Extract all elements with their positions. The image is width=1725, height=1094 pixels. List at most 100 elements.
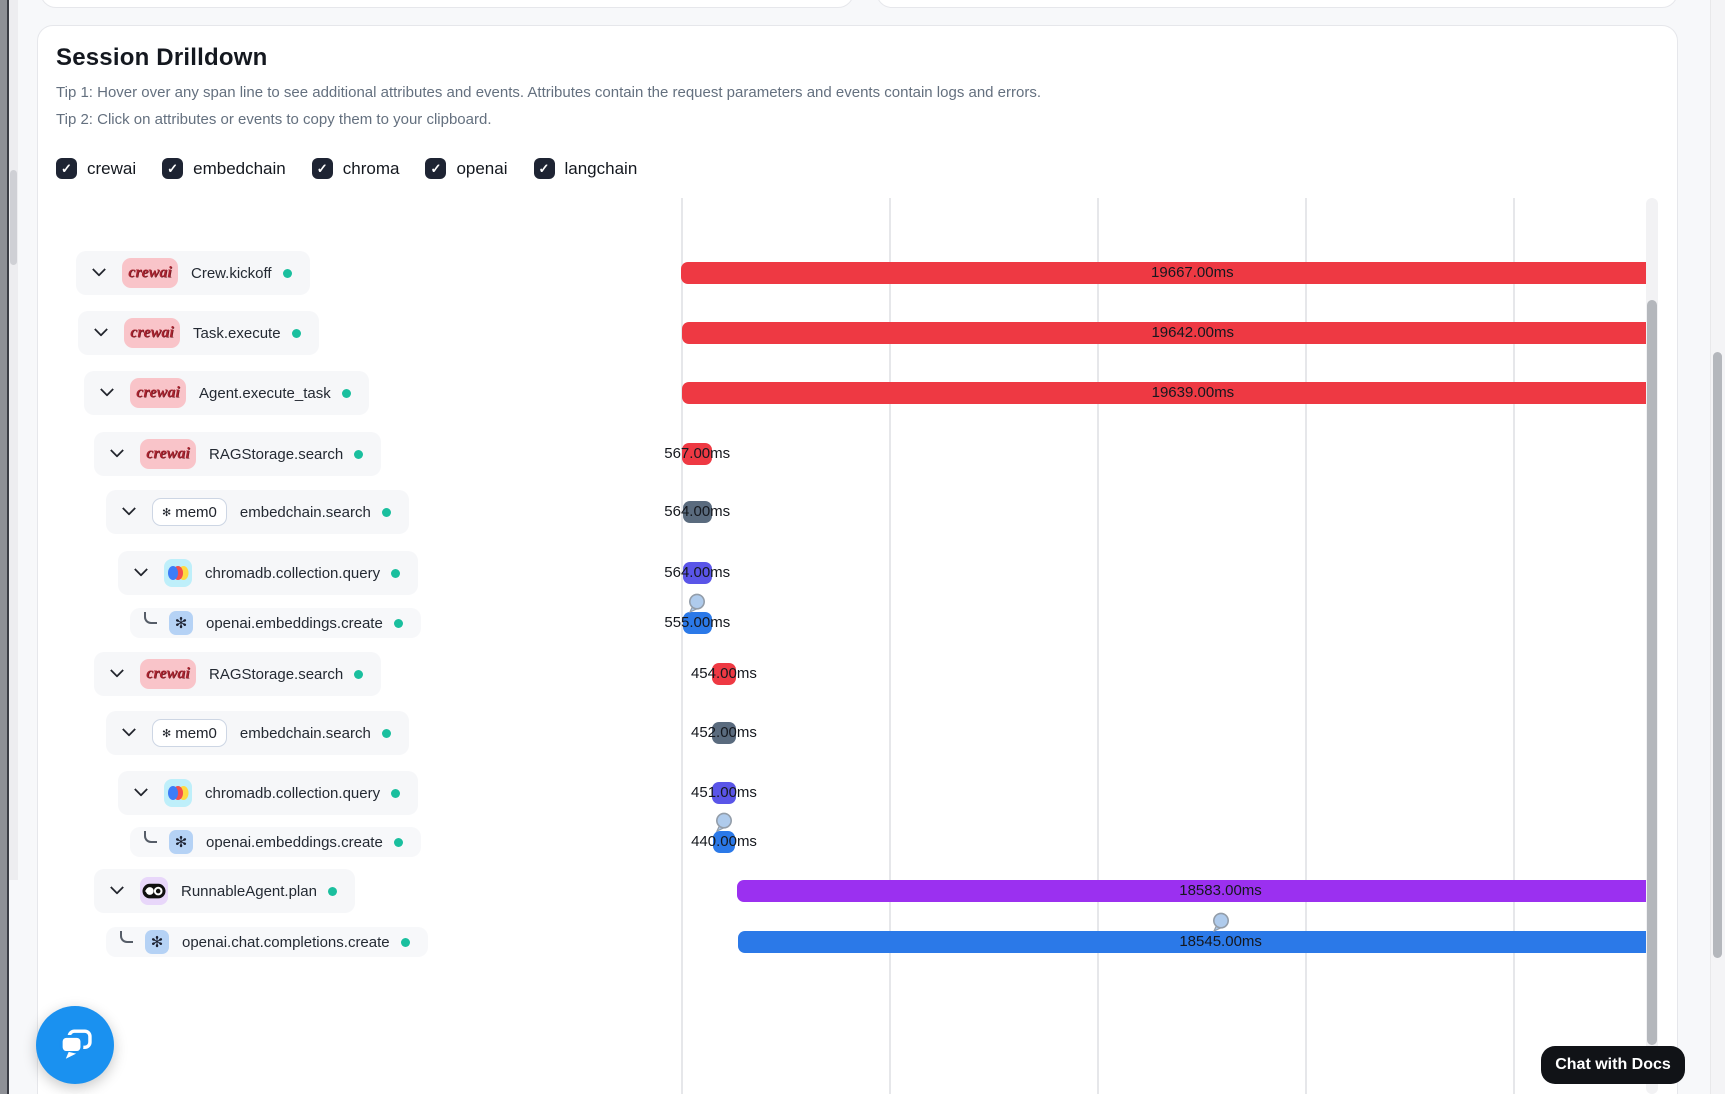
span-duration-label: 19667.00ms: [1151, 264, 1234, 281]
status-dot: [381, 507, 391, 517]
crewai-logo-icon: crewai: [130, 378, 186, 408]
filter-label: crewai: [87, 158, 137, 178]
background-scrollbar-track: [9, 0, 18, 880]
span-duration-bar[interactable]: [681, 262, 1646, 284]
filter-chroma[interactable]: ✓ chroma: [311, 158, 400, 179]
status-dot: [391, 568, 401, 578]
crewai-logo-icon: crewai: [122, 258, 178, 288]
span-duration-label: 18583.00ms: [1179, 882, 1262, 899]
chat-launcher-button[interactable]: [36, 1006, 114, 1084]
span-row[interactable]: ✻ openai.embeddings.create: [130, 827, 421, 857]
span-duration-bar[interactable]: [738, 931, 1646, 953]
filter-embedchain[interactable]: ✓ embedchain: [162, 158, 286, 179]
span-row[interactable]: crewai Task.execute: [78, 311, 319, 355]
span-name: openai.chat.completions.create: [182, 933, 390, 951]
crewai-logo-icon: crewai: [140, 439, 196, 469]
span-row[interactable]: crewai Agent.execute_task: [84, 371, 369, 415]
checkbox-checked-icon[interactable]: ✓: [533, 158, 555, 179]
chat-with-docs-button[interactable]: Chat with Docs: [1541, 1046, 1685, 1084]
chevron-down-icon[interactable]: [99, 382, 115, 397]
span-row[interactable]: crewai RAGStorage.search: [94, 432, 382, 476]
span-row[interactable]: ✻ openai.embeddings.create: [130, 608, 421, 638]
page-scrollbar-thumb[interactable]: [1713, 352, 1722, 958]
status-dot: [291, 328, 301, 338]
chevron-down-icon[interactable]: [133, 782, 149, 797]
openai-logo-icon: ✻: [145, 930, 169, 954]
span-row[interactable]: ✻ mem0 embedchain.search: [106, 711, 409, 755]
openai-logo-icon: ✻: [169, 830, 193, 854]
span-duration-bar[interactable]: [682, 322, 1646, 344]
span-duration-bar[interactable]: [682, 612, 712, 634]
library-filter-bar: ✓ crewai ✓ embedchain ✓ chroma ✓ openai ✓ langcha…: [56, 158, 637, 179]
checkbox-checked-icon[interactable]: ✓: [311, 158, 333, 179]
status-dot: [391, 788, 401, 798]
status-dot: [400, 937, 410, 947]
filter-crewai[interactable]: ✓ crewai: [56, 158, 136, 179]
background-scrollbar-thumb: [10, 170, 17, 265]
gridline: [1305, 198, 1307, 1094]
span-duration-bar[interactable]: [682, 562, 712, 584]
span-duration-bar[interactable]: [682, 382, 1646, 404]
chevron-down-icon[interactable]: [121, 722, 137, 737]
span-name: RunnableAgent.plan: [181, 882, 317, 900]
chevron-down-icon[interactable]: [93, 322, 109, 337]
chevron-down-icon[interactable]: [133, 562, 149, 577]
span-row[interactable]: RunnableAgent.plan: [94, 869, 355, 913]
span-name: Agent.execute_task: [199, 384, 331, 402]
filter-langchain[interactable]: ✓ langchain: [533, 158, 638, 179]
status-dot: [354, 669, 364, 679]
checkbox-checked-icon[interactable]: ✓: [56, 158, 77, 179]
crewai-logo-icon: crewai: [124, 318, 180, 348]
chevron-down-icon[interactable]: [109, 443, 125, 458]
span-row[interactable]: crewai Crew.kickoff: [76, 251, 310, 295]
chevron-down-icon[interactable]: [109, 880, 125, 895]
page-title: Session Drilldown: [56, 44, 268, 71]
span-duration-label: 452.00ms: [691, 724, 757, 741]
filter-label: langchain: [564, 158, 638, 178]
chroma-logo-icon: [164, 559, 192, 587]
span-duration-bar[interactable]: [737, 880, 1646, 902]
span-name: openai.embeddings.create: [206, 833, 383, 851]
filter-label: openai: [456, 158, 508, 178]
span-row[interactable]: crewai RAGStorage.search: [94, 652, 382, 696]
span-duration-label: 19639.00ms: [1151, 384, 1235, 401]
filter-openai[interactable]: ✓ openai: [425, 158, 508, 179]
filter-label: chroma: [342, 158, 400, 178]
crewai-logo-icon: crewai: [140, 659, 196, 689]
span-duration-label: 564.00ms: [664, 503, 731, 520]
span-name: chromadb.collection.query: [205, 784, 381, 802]
span-row[interactable]: chromadb.collection.query: [118, 771, 419, 815]
span-row[interactable]: chromadb.collection.query: [118, 551, 419, 595]
chat-bubbles-icon: [52, 1022, 98, 1068]
mem0-logo-icon: ✻ mem0: [152, 498, 227, 526]
chevron-down-icon[interactable]: [121, 501, 137, 516]
span-name: RAGStorage.search: [209, 665, 344, 683]
tip-2-text: Tip 2: Click on attributes or events to …: [56, 111, 492, 128]
event-bubble-icon[interactable]: [686, 593, 708, 618]
chart-scrollbar-thumb[interactable]: [1647, 300, 1657, 1045]
openai-logo-icon: ✻: [169, 611, 193, 635]
span-name: chromadb.collection.query: [205, 564, 381, 582]
span-duration-label: 564.00ms: [664, 564, 731, 581]
checkbox-checked-icon[interactable]: ✓: [425, 158, 447, 179]
span-duration-label: 18545.00ms: [1179, 933, 1262, 950]
chevron-down-icon[interactable]: [109, 663, 125, 678]
span-row[interactable]: ✻ openai.chat.completions.create: [106, 927, 428, 957]
span-duration-bar[interactable]: [712, 663, 736, 685]
chevron-down-icon[interactable]: [91, 262, 107, 277]
span-row[interactable]: ✻ mem0 embedchain.search: [106, 490, 409, 534]
span-duration-bar[interactable]: [682, 501, 712, 523]
span-duration-label: 19642.00ms: [1151, 324, 1234, 341]
elbow-connector-icon: [144, 831, 157, 843]
span-duration-bar[interactable]: [712, 722, 736, 744]
checkbox-checked-icon[interactable]: ✓: [162, 158, 184, 179]
span-duration-bar[interactable]: [682, 443, 712, 465]
status-dot: [341, 388, 351, 398]
event-bubble-icon[interactable]: [713, 812, 735, 837]
span-duration-bar[interactable]: [712, 831, 736, 853]
elbow-connector-icon: [144, 612, 157, 624]
span-duration-bar[interactable]: [712, 782, 736, 804]
elbow-connector-icon: [120, 931, 133, 943]
event-bubble-icon[interactable]: [1210, 912, 1232, 937]
background-window-sliver: [0, 0, 8, 1094]
